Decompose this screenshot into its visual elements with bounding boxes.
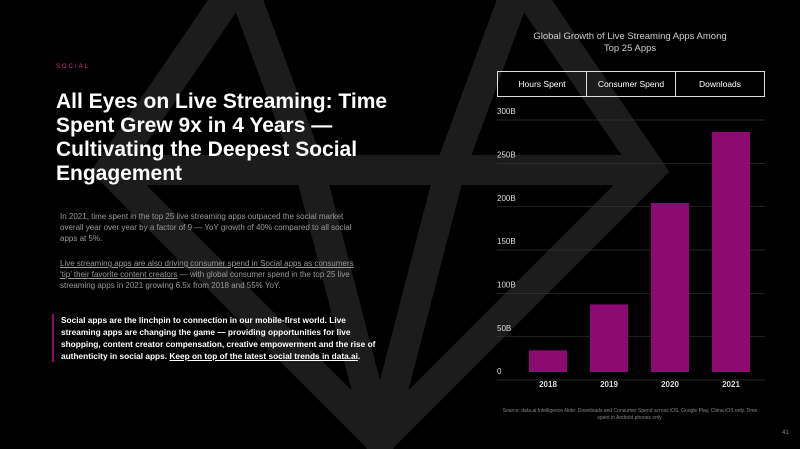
y-tick-label: 250B: [497, 150, 516, 159]
bar: [529, 350, 567, 372]
section-label: SOCIAL: [56, 64, 91, 70]
tabs: Hours Spent Consumer Spend Downloads: [497, 71, 765, 97]
x-tick-label: 2020: [661, 380, 679, 389]
bar: [651, 203, 689, 372]
y-tick-label: 0: [497, 367, 502, 376]
bar: [590, 304, 628, 372]
bar: [712, 131, 750, 372]
text: .: [357, 351, 361, 361]
x-tick-label: 2018: [539, 380, 557, 389]
y-tick-label: 300B: [497, 107, 516, 116]
text: Social apps are the linchpin to connecti…: [61, 315, 376, 361]
text: — with global consumer spend in the top …: [60, 270, 350, 290]
paragraph: Live streaming apps are also driving con…: [60, 258, 360, 291]
x-tick-label: 2019: [600, 380, 618, 389]
x-tick-label: 2021: [722, 380, 740, 389]
y-tick-label: 200B: [497, 194, 516, 203]
tab[interactable]: Downloads: [675, 71, 765, 97]
page-number: 41: [782, 430, 789, 436]
background-diamond: [90, 0, 670, 449]
y-tick-label: 150B: [497, 237, 516, 246]
chart-title: Global Growth of Live Streaming Apps Amo…: [533, 31, 727, 54]
tab[interactable]: Consumer Spend: [586, 71, 676, 97]
y-tick-label: 50B: [497, 324, 511, 333]
callout: Social apps are the linchpin to connecti…: [52, 314, 376, 362]
source-note: Source: data.ai Intelligence Note: Downl…: [502, 408, 758, 421]
y-tick-label: 100B: [497, 280, 516, 289]
tab[interactable]: Hours Spent: [497, 71, 587, 97]
paragraph: In 2021, time spent in the top 25 live s…: [60, 212, 352, 243]
heading: All Eyes on Live Streaming: Time Spent G…: [56, 90, 388, 185]
link[interactable]: Live streaming apps are also driving con…: [60, 259, 354, 279]
link[interactable]: Keep on top of the latest social trends …: [169, 351, 358, 361]
